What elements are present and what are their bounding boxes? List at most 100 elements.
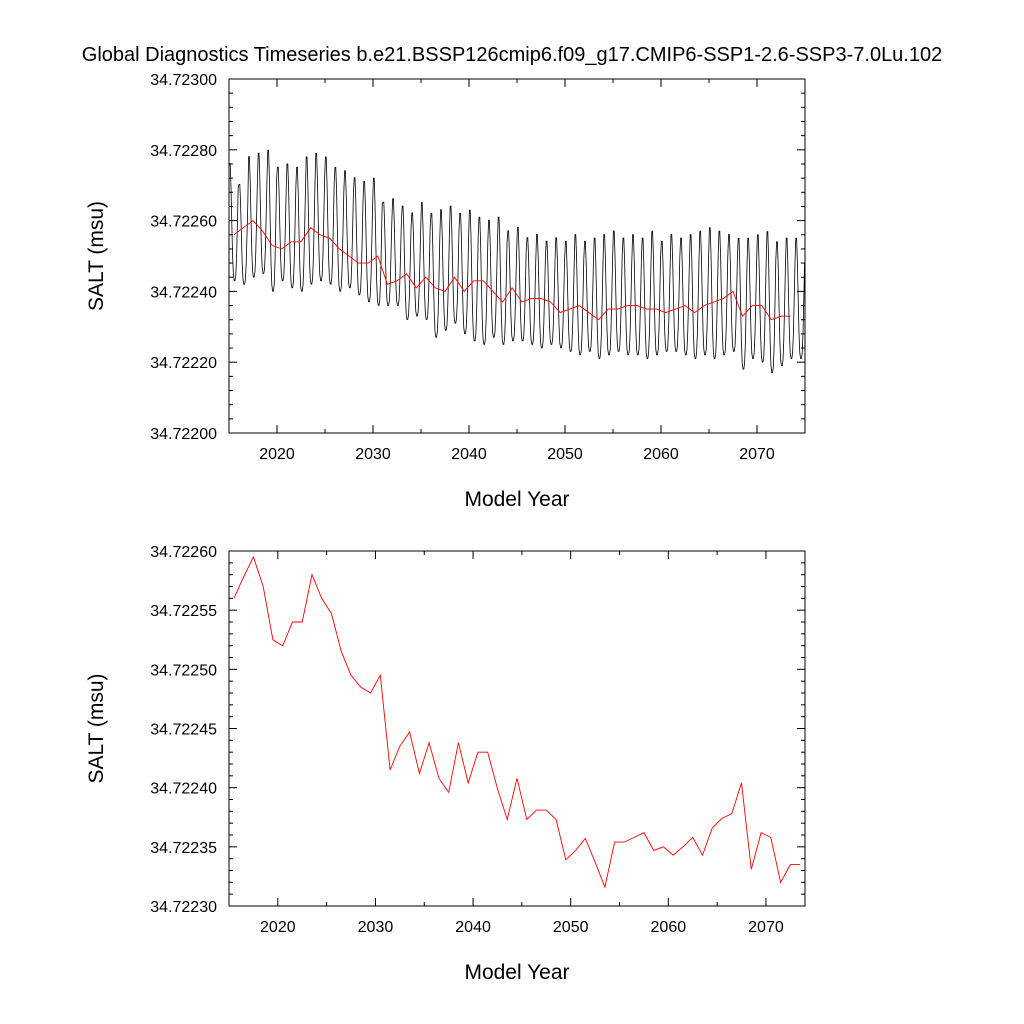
- annual-mean-point: [731, 813, 732, 814]
- annual-mean-point: [682, 846, 683, 847]
- annual-mean-point: [565, 859, 566, 860]
- annual-mean-point: [516, 778, 517, 779]
- annual-mean-point: [416, 287, 417, 288]
- annual-mean-point: [390, 769, 391, 770]
- y-tick-label: 34.72240: [150, 284, 217, 301]
- x-tick-label: 2030: [358, 919, 394, 936]
- x-tick-label: 2060: [651, 919, 687, 936]
- annual-mean-point: [595, 862, 596, 863]
- annual-mean-point: [425, 277, 426, 278]
- annual-mean-point: [761, 305, 762, 306]
- annual-mean-point: [282, 645, 283, 646]
- annual-mean-point: [751, 869, 752, 870]
- annual-mean-point: [243, 227, 244, 228]
- annual-mean-point: [608, 309, 609, 310]
- annual-mean-point: [444, 291, 445, 292]
- annual-mean-point: [800, 864, 801, 865]
- annual-mean-point: [512, 287, 513, 288]
- annual-mean-point: [348, 255, 349, 256]
- annual-mean-point: [598, 319, 599, 320]
- annual-mean-point: [713, 301, 714, 302]
- annual-mean-point: [546, 810, 547, 811]
- annual-mean-point: [741, 782, 742, 783]
- x-tick-label: 2030: [355, 446, 391, 463]
- annual-mean-point: [752, 305, 753, 306]
- annual-mean-point: [454, 277, 455, 278]
- x-tick-label: 2020: [259, 446, 295, 463]
- x-tick-label: 2060: [643, 446, 679, 463]
- annual-mean-point: [473, 280, 474, 281]
- annual-mean-point: [556, 819, 557, 820]
- annual-mean-point: [292, 621, 293, 622]
- annual-mean-point: [380, 675, 381, 676]
- annual-mean-point: [302, 621, 303, 622]
- annual-mean-point: [252, 220, 253, 221]
- annual-mean-point: [291, 241, 292, 242]
- annual-mean-point: [253, 556, 254, 557]
- annual-mean-point: [435, 287, 436, 288]
- annual-mean-point: [438, 778, 439, 779]
- y-tick-label: 34.72240: [150, 781, 217, 798]
- annual-mean-point: [673, 855, 674, 856]
- annual-mean-point: [627, 305, 628, 306]
- annual-mean-point: [320, 234, 321, 235]
- annual-mean-point: [497, 788, 498, 789]
- annual-mean-point: [723, 298, 724, 299]
- annual-mean-point: [653, 850, 654, 851]
- annual-mean-point: [272, 245, 273, 246]
- plot-frame: [228, 550, 806, 907]
- annual-mean-point: [675, 309, 676, 310]
- annual-mean-point: [448, 792, 449, 793]
- y-tick-label: 34.72235: [150, 840, 217, 857]
- y-tick-label: 34.72260: [150, 544, 217, 561]
- annual-mean-point: [310, 227, 311, 228]
- x-tick-label: 2070: [739, 446, 775, 463]
- y-tick-label: 34.72200: [150, 426, 217, 443]
- annual-mean-point: [429, 742, 430, 743]
- annual-mean-point: [617, 309, 618, 310]
- annual-mean-point: [588, 312, 589, 313]
- annual-mean-point: [569, 309, 570, 310]
- annual-mean-point: [419, 773, 420, 774]
- annual-mean-point: [468, 782, 469, 783]
- annual-mean-point: [694, 312, 695, 313]
- annual-mean-point: [665, 312, 666, 313]
- annual-mean-point: [692, 837, 693, 838]
- annual-mean-point: [540, 298, 541, 299]
- y-tick-label: 34.72245: [150, 722, 217, 739]
- annual-mean-point: [483, 280, 484, 281]
- annual-mean-point: [761, 832, 762, 833]
- annual-mean-point: [477, 752, 478, 753]
- x-tick-label: 2050: [553, 919, 589, 936]
- y-tick-label: 34.72255: [150, 603, 217, 620]
- annual-mean-point: [262, 231, 263, 232]
- annual-mean-point: [502, 301, 503, 302]
- annual-mean-point: [368, 263, 369, 264]
- annual-mean-point: [339, 248, 340, 249]
- annual-mean-point: [770, 837, 771, 838]
- annual-mean-point: [458, 742, 459, 743]
- annual-mean-point: [579, 305, 580, 306]
- annual-mean-point: [329, 238, 330, 239]
- annual-mean-point: [550, 301, 551, 302]
- annual-mean-point: [311, 574, 312, 575]
- x-tick-label: 2070: [748, 919, 784, 936]
- y-tick-label: 34.72260: [150, 214, 217, 231]
- annual-mean-point: [634, 837, 635, 838]
- x-tick-label: 2020: [260, 919, 296, 936]
- annual-mean-point: [575, 850, 576, 851]
- annual-mean-point: [358, 263, 359, 264]
- annual-mean-point: [780, 316, 781, 317]
- annual-mean-point: [263, 586, 264, 587]
- page-title: Global Diagnostics Timeseries b.e21.BSSP…: [81, 44, 943, 66]
- annual-mean-point: [531, 298, 532, 299]
- annual-mean-point: [790, 316, 791, 317]
- annual-mean-point: [396, 280, 397, 281]
- annual-mean-point: [780, 882, 781, 883]
- y-axis-title: SALT (msu): [85, 673, 108, 783]
- annual-mean-point: [521, 301, 522, 302]
- annual-mean-point: [636, 305, 637, 306]
- annual-mean-point: [233, 598, 234, 599]
- x-tick-label: 2050: [547, 446, 583, 463]
- annual-mean-point: [409, 731, 410, 732]
